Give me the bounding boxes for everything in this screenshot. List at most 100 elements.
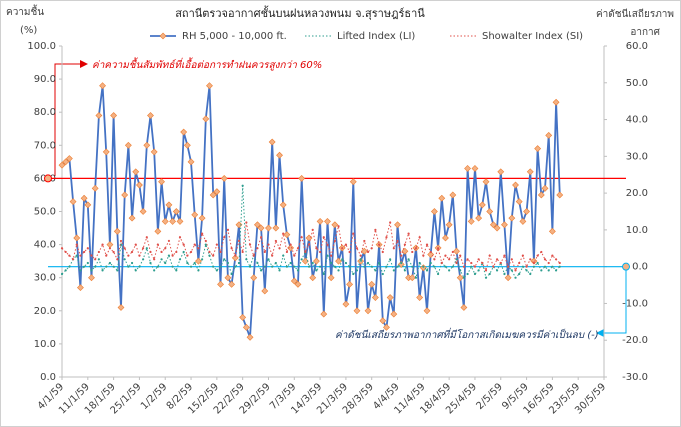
legend-label: Lifted Index (LI): [337, 31, 415, 42]
data-point: [268, 138, 276, 146]
data-point: [481, 261, 484, 265]
data-point: [368, 280, 376, 288]
data-point: [448, 269, 451, 272]
data-point: [263, 250, 266, 254]
data-point: [256, 261, 259, 265]
data-point: [105, 265, 108, 268]
data-point: [83, 250, 86, 254]
data-point: [348, 265, 351, 268]
data-point: [282, 254, 285, 257]
data-point: [263, 265, 266, 268]
data-point: [64, 269, 67, 272]
data-point: [101, 269, 104, 272]
data-point: [75, 243, 78, 246]
data-point: [293, 265, 296, 268]
data-point: [189, 265, 193, 268]
data-point: [274, 261, 277, 265]
data-point: [142, 247, 145, 250]
data-point: [164, 247, 167, 250]
data-point: [219, 265, 222, 268]
data-point: [381, 272, 384, 276]
data-point: [515, 198, 523, 205]
data-point: [396, 239, 399, 243]
data-point: [193, 243, 196, 246]
data-point: [482, 178, 490, 186]
data-point: [366, 261, 370, 265]
data-point: [224, 274, 232, 282]
data-point: [548, 227, 556, 235]
data-point: [444, 254, 447, 257]
data-point: [83, 265, 86, 268]
data-point: [438, 194, 446, 202]
data-point: [331, 221, 339, 229]
data-point: [164, 261, 167, 265]
data-point: [499, 261, 502, 265]
data-point: [374, 269, 377, 272]
data-point: [112, 265, 115, 268]
data-point: [462, 265, 465, 268]
data-point: [234, 254, 237, 257]
data-point: [123, 258, 126, 261]
data-point: [554, 269, 558, 272]
data-point: [389, 221, 392, 224]
data-point: [525, 265, 528, 268]
data-point: [411, 265, 414, 268]
data-point: [495, 258, 499, 261]
data-point: [407, 258, 410, 261]
data-point: [226, 261, 230, 265]
data-point: [209, 191, 217, 199]
data-point: [473, 265, 477, 268]
data-point: [212, 254, 215, 257]
data-point: [392, 247, 395, 250]
data-point: [287, 244, 295, 252]
data-point: [512, 181, 519, 189]
data-point: [442, 234, 449, 242]
data-point: [352, 232, 355, 235]
data-point: [510, 258, 513, 261]
data-point: [416, 294, 424, 301]
data-point: [422, 265, 425, 268]
y2-axis-label: ค่าดัชนีเสถียรภาพ: [596, 8, 674, 20]
data-point: [312, 257, 320, 265]
data-point: [433, 258, 436, 261]
data-point: [241, 250, 244, 254]
y-axis-label: (%): [20, 25, 37, 36]
data-point: [545, 131, 553, 139]
data-point: [518, 261, 521, 265]
data-point: [320, 310, 328, 318]
data-point: [315, 269, 318, 272]
data-point: [433, 265, 436, 268]
data-point: [359, 258, 362, 261]
data-point: [95, 112, 103, 119]
data-point: [455, 261, 458, 265]
y-tick-label: 100.0: [27, 41, 56, 52]
data-point: [335, 257, 342, 265]
data-point: [326, 254, 329, 257]
data-point: [523, 208, 530, 215]
data-point: [237, 239, 241, 243]
data-point: [386, 294, 394, 301]
data-point: [113, 227, 121, 235]
data-point: [390, 310, 398, 318]
data-point: [330, 261, 333, 265]
data-point: [134, 269, 137, 272]
data-point: [112, 250, 115, 254]
y2-tick-label: -30.0: [622, 372, 648, 383]
data-point: [322, 272, 325, 276]
data-point: [477, 258, 480, 261]
data-point: [143, 141, 151, 149]
data-point: [197, 269, 200, 272]
data-point: [326, 243, 329, 246]
data-point: [127, 254, 130, 257]
data-point: [160, 250, 163, 254]
y2-tick-label: 60.0: [626, 41, 648, 52]
data-point: [407, 232, 410, 235]
data-point: [248, 243, 252, 246]
data-point: [276, 151, 283, 159]
data-point: [359, 254, 362, 257]
data-point: [86, 247, 89, 250]
data-point: [536, 261, 539, 265]
data-point: [245, 258, 248, 261]
data-point: [370, 247, 373, 250]
data-point: [235, 221, 243, 229]
